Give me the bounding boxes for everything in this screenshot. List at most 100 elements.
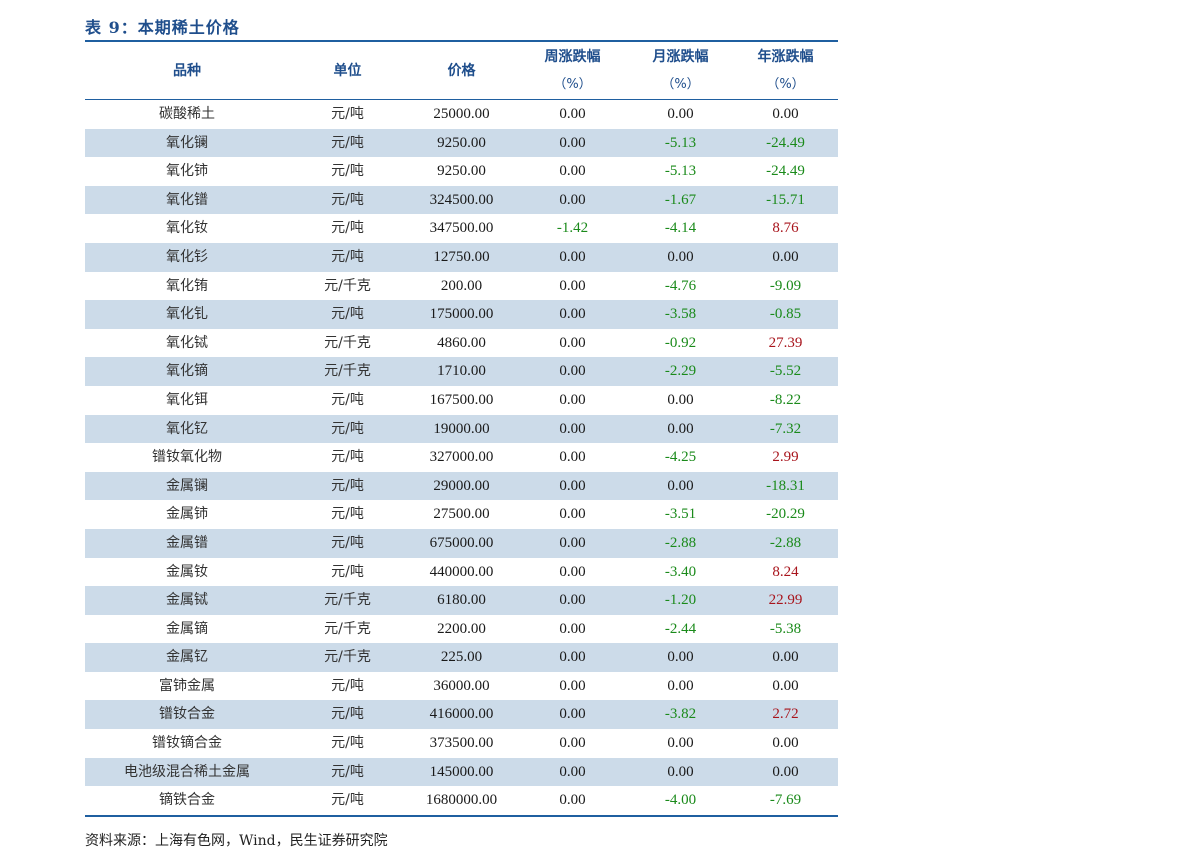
yearly-change-cell: -7.32 [733,414,838,444]
monthly-change-cell: -5.13 [664,163,697,180]
weekly-change-cell: 0.00 [559,277,586,294]
unit-cell: 元/吨 [289,786,406,817]
monthly-change-cell: -3.82 [628,700,733,730]
variety-cell: 氧化钕 [166,220,208,237]
monthly-change-cell: -0.92 [664,334,697,351]
unit-cell: 元/吨 [331,449,364,466]
monthly-change-cell: -5.13 [628,128,733,158]
table-row: 氧化钕 元/吨 347500.00 -1.42 -4.14 8.76 [85,214,838,243]
table-row: 金属钇 元/千克 225.00 0.00 0.00 0.00 [85,643,838,672]
variety-cell: 氧化钇 [85,414,289,444]
monthly-change-cell: -4.25 [664,449,697,466]
monthly-change-cell: 0.00 [628,757,733,787]
source-note: 资料来源：上海有色网，Wind，民生证券研究院 [85,833,388,849]
weekly-change-cell: 0.00 [517,471,628,501]
unit-cell: 元/吨 [289,700,406,730]
weekly-change-cell: 0.00 [559,334,586,351]
table-row: 镝铁合金 元/吨 1680000.00 0.00 -4.00 -7.69 [85,786,838,817]
yearly-change-cell: -7.69 [733,786,838,817]
price-cell: 145000.00 [406,757,517,787]
variety-cell: 氧化钆 [85,300,289,329]
table-row: 金属铈 元/吨 27500.00 0.00 -3.51 -20.29 [85,500,838,529]
table-row: 金属钕 元/吨 440000.00 0.00 -3.40 8.24 [85,558,838,587]
weekly-change-cell: 0.00 [517,128,628,158]
yearly-change-cell: 27.39 [768,334,803,351]
header-unit: 单位 [289,42,406,100]
unit-cell: 元/吨 [289,757,406,787]
yearly-change-cell: 2.99 [772,449,799,466]
yearly-change-cell: 0.00 [772,677,799,694]
price-cell: 25000.00 [433,106,490,122]
rare-earth-price-table: 品种 单位 价格 周涨跌幅 （%） 月涨跌幅 （%） 年涨跌幅 [85,40,838,817]
rare-earth-price-table-container: 品种 单位 价格 周涨跌幅 （%） 月涨跌幅 （%） 年涨跌幅 [85,40,838,817]
table-row: 氧化铕 元/千克 200.00 0.00 -4.76 -9.09 [85,272,838,301]
header-yearly-change: 年涨跌幅 （%） [733,42,838,100]
table-row: 氧化铽 元/千克 4860.00 0.00 -0.92 27.39 [85,329,838,358]
yearly-change-cell: 0.00 [772,106,799,122]
table-title: 表 9：本期稀土价格 [85,18,240,37]
variety-cell: 金属镨 [85,528,289,558]
variety-cell: 镨钕合金 [85,700,289,730]
yearly-change-cell: -0.85 [733,300,838,329]
variety-cell: 金属钕 [166,563,208,580]
variety-cell: 氧化铒 [166,391,208,408]
monthly-change-cell: -4.00 [628,786,733,817]
weekly-change-cell: 0.00 [517,586,628,615]
weekly-change-cell: 0.00 [517,528,628,558]
monthly-change-cell: -1.20 [628,586,733,615]
table-row: 镨钕氧化物 元/吨 327000.00 0.00 -4.25 2.99 [85,443,838,472]
weekly-change-cell: 0.00 [559,449,586,466]
variety-cell: 氧化铽 [166,334,208,351]
unit-cell: 元/吨 [331,506,364,523]
yearly-change-cell: -24.49 [766,163,805,180]
weekly-change-cell: 0.00 [559,735,586,752]
yearly-change-cell: -2.88 [733,528,838,558]
monthly-change-cell: -2.29 [628,357,733,386]
price-cell: 675000.00 [406,528,517,558]
monthly-change-cell: -2.44 [664,620,697,637]
price-cell: 440000.00 [429,563,494,580]
unit-cell: 元/吨 [331,220,364,237]
monthly-change-cell: -3.40 [664,563,697,580]
variety-cell: 镨钕镝合金 [152,735,222,752]
unit-cell: 元/吨 [289,414,406,444]
monthly-change-cell: -1.67 [628,185,733,215]
price-cell: 225.00 [406,643,517,672]
monthly-change-cell: -4.76 [664,277,697,294]
yearly-change-cell: 0.00 [733,242,838,272]
unit-cell: 元/吨 [289,471,406,501]
unit-cell: 元/吨 [331,563,364,580]
yearly-change-cell: 0.00 [733,757,838,787]
price-cell: 167500.00 [429,391,494,408]
monthly-change-cell: 0.00 [628,643,733,672]
header-variety: 品种 [85,42,289,100]
price-cell: 9250.00 [437,163,486,180]
yearly-change-cell: 22.99 [733,586,838,615]
weekly-change-cell: 0.00 [559,163,586,180]
variety-cell: 氧化镧 [85,128,289,158]
price-cell: 6180.00 [406,586,517,615]
yearly-change-cell: 2.72 [733,700,838,730]
unit-cell: 元/吨 [331,677,364,694]
weekly-change-cell: 0.00 [517,757,628,787]
header-row: 品种 单位 价格 周涨跌幅 （%） 月涨跌幅 （%） 年涨跌幅 [85,42,838,100]
table-row: 金属铽 元/千克 6180.00 0.00 -1.20 22.99 [85,586,838,615]
price-cell: 19000.00 [406,414,517,444]
table-row: 氧化镧 元/吨 9250.00 0.00 -5.13 -24.49 [85,128,838,158]
monthly-change-cell: 0.00 [667,106,694,122]
variety-cell: 碳酸稀土 [159,106,215,122]
weekly-change-cell: -1.42 [556,220,589,237]
variety-cell: 电池级混合稀土金属 [85,757,289,787]
unit-cell: 元/吨 [331,106,364,122]
yearly-change-cell: -9.09 [769,277,802,294]
weekly-change-cell: 0.00 [517,786,628,817]
variety-cell: 氧化钐 [85,242,289,272]
yearly-change-cell: -24.49 [733,128,838,158]
price-cell: 373500.00 [429,735,494,752]
unit-cell: 元/千克 [289,357,406,386]
yearly-change-cell: -18.31 [733,471,838,501]
monthly-change-cell: -3.58 [628,300,733,329]
unit-cell: 元/千克 [324,620,371,637]
variety-cell: 金属镝 [166,620,208,637]
table-row: 氧化铒 元/吨 167500.00 0.00 0.00 -8.22 [85,386,838,415]
